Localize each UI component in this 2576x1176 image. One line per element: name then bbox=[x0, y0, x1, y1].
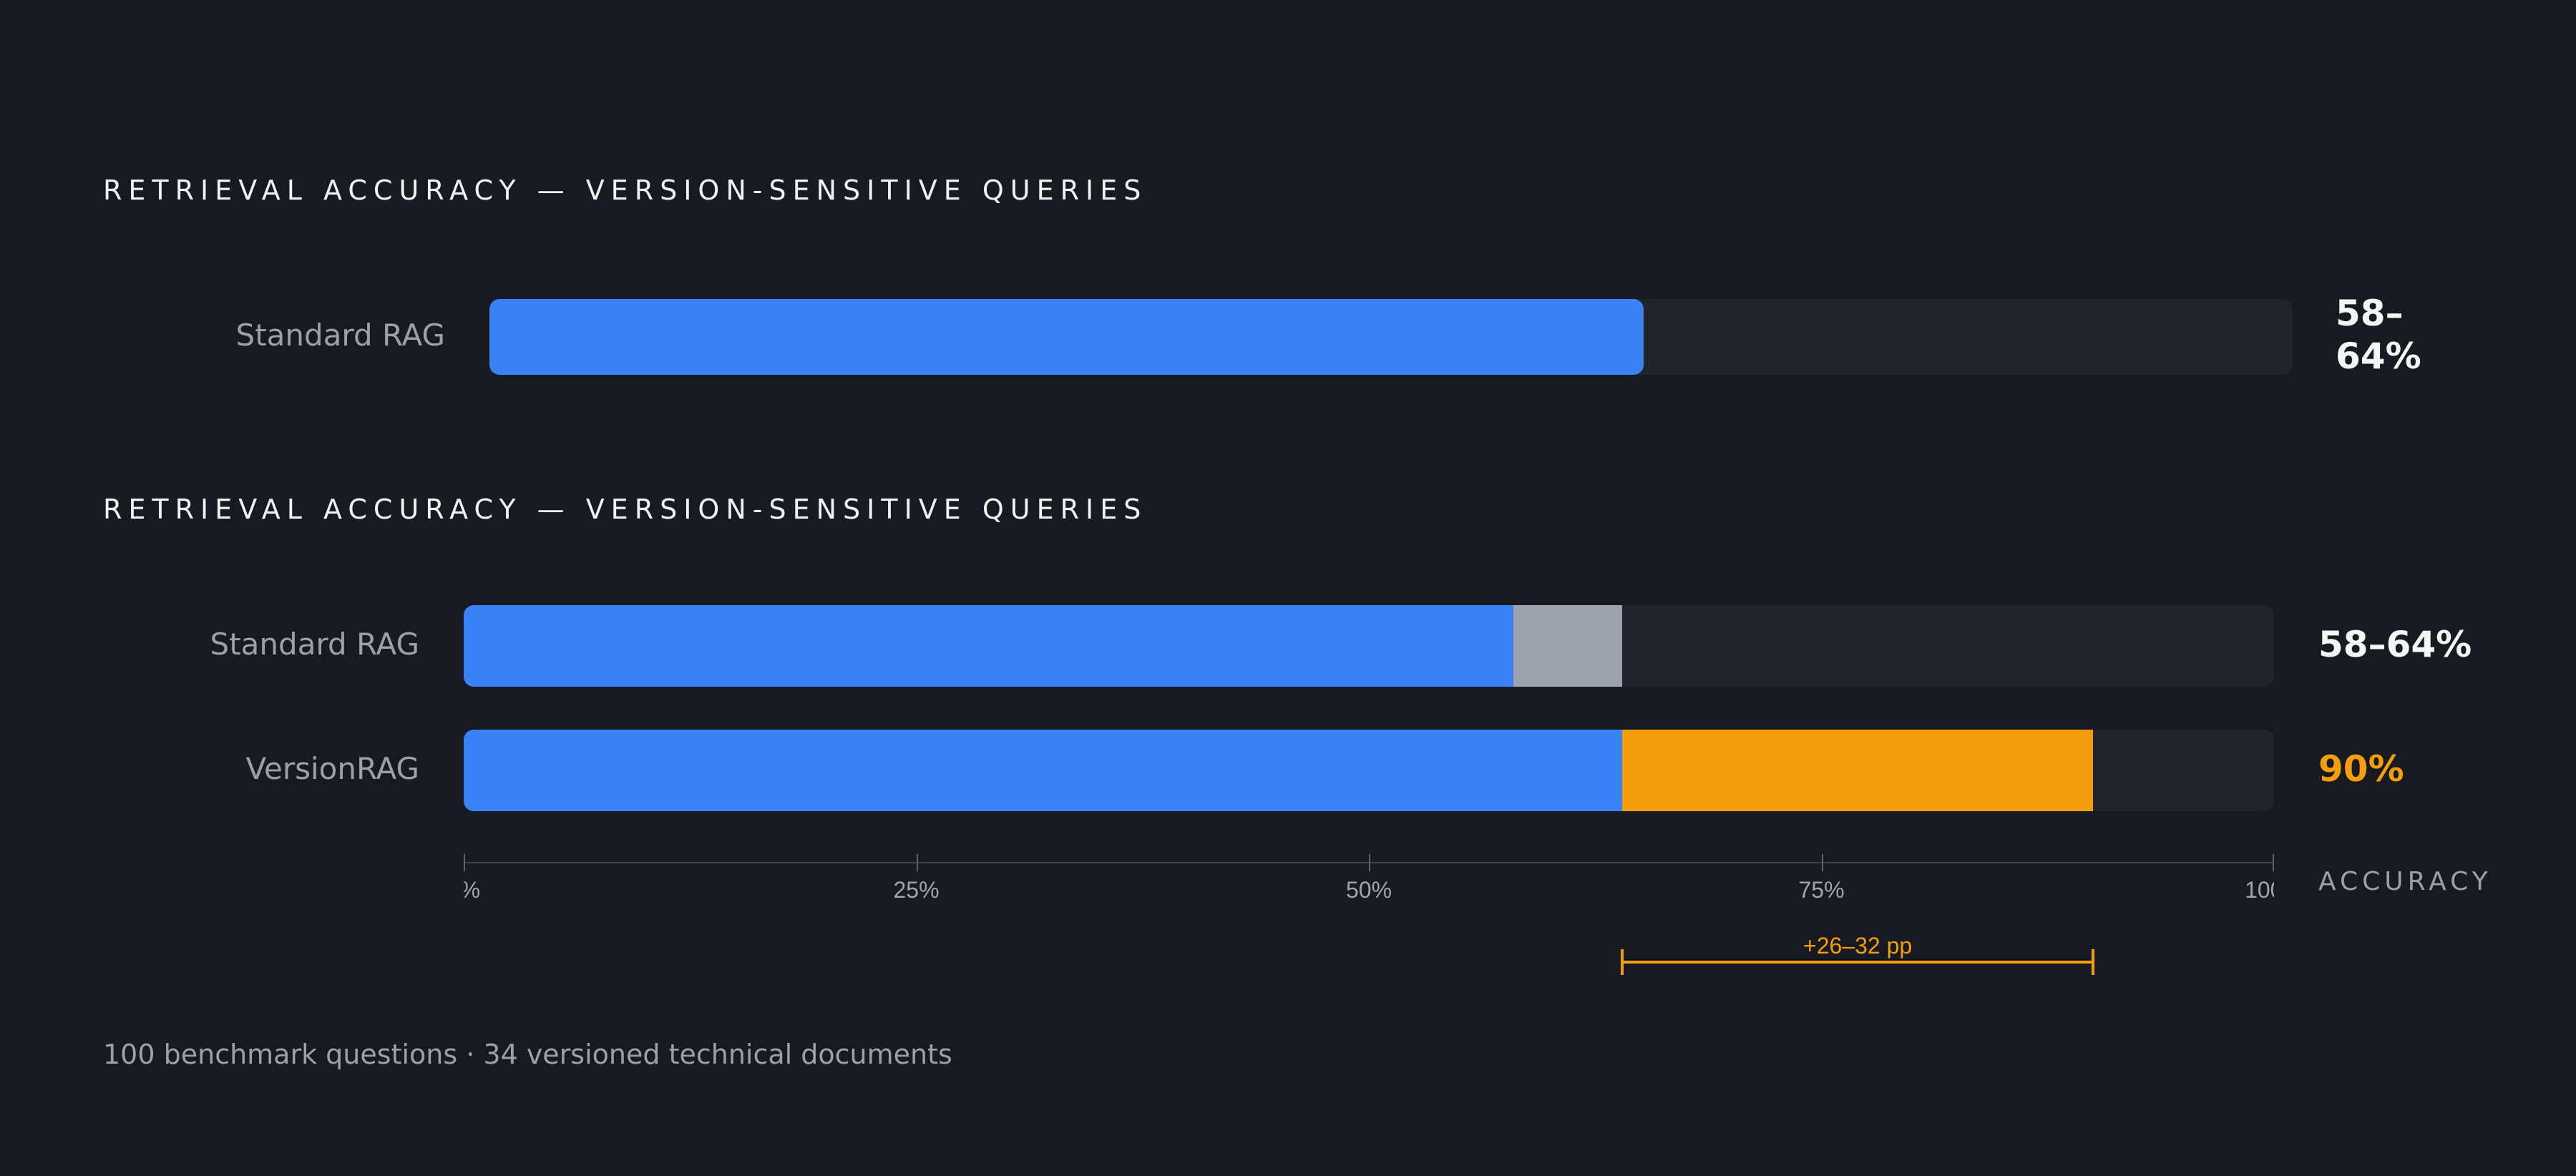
footnote: 100 benchmark questions · 34 versioned t… bbox=[103, 1039, 952, 1070]
gain-bracket-right-cap bbox=[2092, 949, 2094, 975]
x-axis: 0% 25% 50% 75% 100% bbox=[464, 850, 2274, 907]
x-axis-tick bbox=[1369, 854, 1370, 871]
x-axis-tick-label: 100% bbox=[2245, 877, 2274, 903]
gain-bracket-line bbox=[1622, 961, 2093, 964]
chart-2-versionrag-gain-segment bbox=[1622, 730, 2093, 811]
chart-2-track-standard-rag bbox=[464, 605, 2274, 687]
x-axis-tick-label: 50% bbox=[1345, 877, 1392, 903]
chart-1-value-label: 58–64% bbox=[2336, 293, 2421, 377]
chart-1-bar-standard-rag bbox=[489, 299, 1644, 375]
gain-bracket-label: +26–32 pp bbox=[1803, 933, 1913, 959]
gain-bracket-left-cap bbox=[1621, 949, 1624, 975]
chart-2-versionrag-base-segment bbox=[464, 730, 1623, 811]
chart-1-bar-track bbox=[489, 299, 2293, 375]
x-axis-tick bbox=[2273, 854, 2274, 871]
x-axis-tick-label: 0% bbox=[464, 877, 480, 903]
chart-1-title: RETRIEVAL ACCURACY — VERSION-SENSITIVE Q… bbox=[103, 175, 1148, 206]
chart-2-row-label-standard-rag: Standard RAG bbox=[210, 627, 419, 662]
x-axis-tick-label: 25% bbox=[893, 877, 940, 903]
chart-2-track-versionrag bbox=[464, 730, 2274, 811]
chart-2-standard-rag-range-segment bbox=[1513, 605, 1623, 687]
x-axis-tick bbox=[916, 854, 918, 871]
chart-2-value-versionrag: 90% bbox=[2318, 748, 2404, 790]
x-axis-tick-label: 75% bbox=[1798, 877, 1845, 903]
chart-1-row-label: Standard RAG bbox=[235, 318, 445, 353]
x-axis-title: ACCURACY bbox=[2318, 867, 2492, 896]
chart-2-title: RETRIEVAL ACCURACY — VERSION-SENSITIVE Q… bbox=[103, 494, 1148, 525]
x-axis-tick bbox=[464, 854, 465, 871]
chart-2-standard-rag-base-segment bbox=[464, 605, 1514, 687]
x-axis-tick bbox=[1821, 854, 1823, 871]
chart-2-value-standard-rag: 58–64% bbox=[2318, 624, 2472, 665]
chart-2-row-label-versionrag: VersionRAG bbox=[245, 751, 419, 786]
